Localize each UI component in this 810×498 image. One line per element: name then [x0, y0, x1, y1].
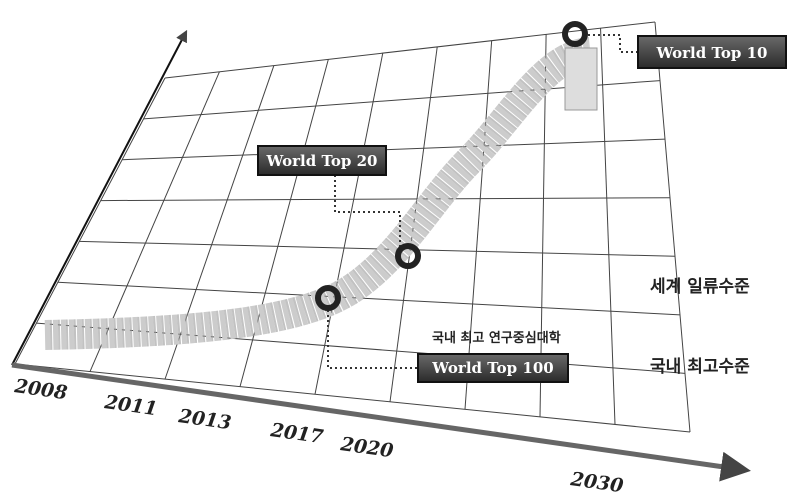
level-label: 국내 최고수준 [650, 357, 750, 377]
level-label: 세계 일류수준 [650, 277, 750, 297]
year-label: 2020 [338, 433, 394, 462]
grid-line [14, 77, 166, 365]
badges: World Top 10 World Top 20 World Top 100 [257, 35, 787, 383]
milestone: World Top 10 [656, 44, 768, 62]
connectors [327, 34, 638, 369]
grid-line [57, 281, 681, 316]
y-axis [11, 29, 188, 366]
grid-line [122, 138, 666, 161]
grid [14, 21, 691, 433]
grid-line [464, 40, 493, 410]
x-axis [11, 362, 751, 482]
milestone: World Top 20 [266, 152, 378, 170]
year-label: 2030 [568, 468, 624, 497]
grid-line [79, 240, 676, 257]
grid-line [314, 53, 384, 395]
annotation: 국내 최고 연구중심대학 [432, 330, 561, 346]
grid-line [654, 21, 691, 433]
domino-block [564, 47, 598, 111]
grid-line [14, 363, 691, 433]
year-label: 2013 [176, 405, 232, 434]
grid-line [600, 28, 616, 425]
grid-line [164, 21, 656, 79]
milestone: World Top 100 [431, 359, 553, 377]
grid-line [100, 197, 671, 202]
year-label: 2008 [12, 375, 68, 404]
domino-shade [44, 37, 593, 350]
year-label: 2017 [268, 419, 324, 448]
year-label: 2011 [102, 391, 158, 420]
rings [315, 21, 588, 311]
domino-path [44, 37, 593, 350]
